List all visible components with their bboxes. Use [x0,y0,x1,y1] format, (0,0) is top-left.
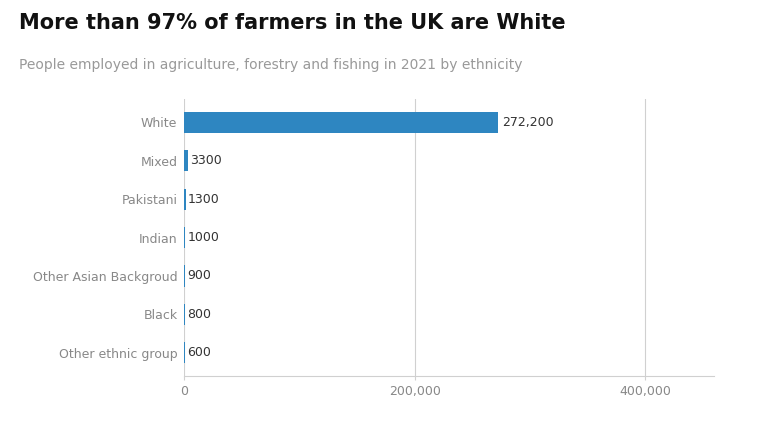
Text: 800: 800 [187,308,211,321]
Text: 3300: 3300 [190,154,222,167]
Text: 600: 600 [187,346,210,359]
Text: 1000: 1000 [187,231,219,244]
Bar [184,304,185,325]
Text: People employed in agriculture, forestry and fishing in 2021 by ethnicity: People employed in agriculture, forestry… [19,58,523,72]
Bar [184,150,188,172]
Text: 272,200: 272,200 [502,116,554,129]
Text: 900: 900 [187,270,211,283]
Bar [184,112,498,133]
Bar [184,189,186,210]
Bar [184,227,185,248]
Bar [184,265,185,286]
Text: 1300: 1300 [187,193,220,206]
Text: More than 97% of farmers in the UK are White: More than 97% of farmers in the UK are W… [19,13,566,33]
